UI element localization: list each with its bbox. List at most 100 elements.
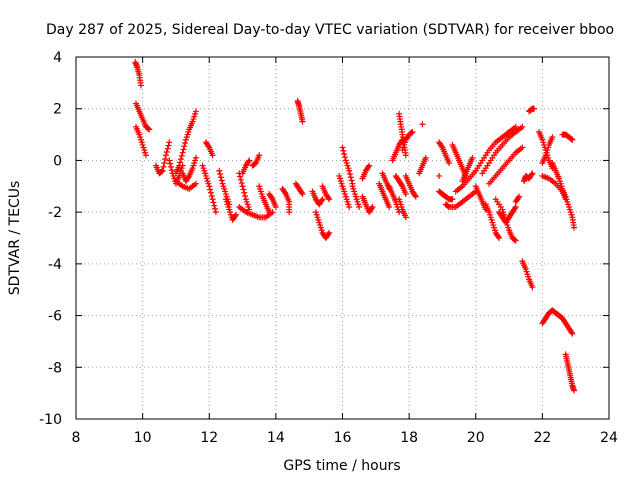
y-tick-label: -6: [48, 309, 62, 325]
data-point: [159, 167, 166, 174]
data-point: [166, 157, 173, 164]
data-point: [568, 329, 575, 336]
data-point: [496, 235, 503, 241]
data-point: [422, 154, 429, 161]
data-point: [207, 186, 214, 193]
data-point: [268, 194, 275, 201]
series-marks: [132, 59, 578, 394]
data-point: [398, 181, 405, 188]
data-point: [246, 157, 253, 164]
x-tick-label: 22: [533, 430, 551, 446]
y-tick-label: 0: [53, 153, 62, 169]
data-point: [137, 82, 144, 89]
data-point: [571, 224, 578, 231]
data-point: [402, 152, 409, 159]
data-point: [325, 194, 332, 201]
x-tick-label: 10: [134, 430, 152, 446]
x-tick-label: 8: [72, 430, 81, 446]
data-point: [398, 138, 405, 145]
data-point: [519, 144, 526, 151]
data-point: [181, 143, 188, 150]
data-point: [232, 211, 239, 218]
y-tick-label: 4: [53, 50, 62, 66]
data-point: [519, 123, 526, 130]
data-point: [212, 205, 219, 212]
data-point: [436, 172, 443, 179]
data-point: [319, 196, 326, 203]
y-tick-label: -2: [48, 205, 62, 221]
data-point: [402, 191, 409, 198]
data-point: [286, 209, 293, 216]
data-point: [325, 231, 332, 238]
plot-frame: [75, 56, 610, 420]
data-point: [528, 171, 535, 178]
data-point: [511, 236, 518, 243]
data-point: [238, 180, 245, 187]
data-point: [469, 154, 476, 161]
data-point: [512, 123, 519, 130]
data-point: [164, 145, 171, 152]
data-point: [266, 209, 273, 216]
data-point: [366, 162, 373, 169]
data-point: [237, 176, 244, 183]
y-axis-label: SDTVAR / TECUs: [7, 181, 23, 296]
data-point: [409, 128, 416, 135]
data-point: [529, 170, 536, 177]
data-point: [216, 167, 223, 174]
data-point: [446, 160, 453, 167]
data-point: [529, 284, 536, 291]
data-point: [419, 121, 426, 128]
data-point: [241, 189, 248, 196]
data-point: [205, 143, 212, 150]
data-point: [347, 174, 354, 181]
data-point: [511, 205, 518, 212]
data-point: [356, 203, 363, 210]
data-point: [341, 154, 348, 161]
data-point: [348, 177, 355, 184]
data-point: [272, 203, 279, 210]
data-point: [408, 129, 415, 136]
data-point: [346, 203, 353, 210]
data-point: [318, 197, 325, 204]
y-tick-label: -4: [48, 257, 62, 273]
data-point: [346, 167, 353, 174]
data-point: [299, 118, 306, 125]
data-point: [326, 229, 333, 236]
data-point: [396, 209, 403, 216]
y-tick-label: -10: [39, 412, 62, 428]
data-point: [180, 146, 187, 153]
data-point: [568, 136, 575, 143]
data-point: [206, 183, 213, 190]
data-point: [192, 108, 199, 115]
data-point: [162, 156, 169, 163]
data-point: [209, 152, 216, 159]
data-point: [218, 177, 225, 184]
data-point: [495, 233, 502, 240]
data-point: [162, 152, 169, 159]
x-tick-label: 24: [600, 430, 618, 446]
data-point: [240, 186, 247, 193]
x-axis-label: GPS time / hours: [283, 458, 400, 474]
data-point: [176, 162, 183, 169]
data-point: [402, 214, 409, 221]
data-point: [161, 160, 168, 167]
data-point: [237, 173, 244, 180]
x-tick-label: 14: [267, 430, 285, 446]
x-tick-label: 18: [400, 430, 418, 446]
data-point: [182, 139, 189, 146]
data-point: [282, 189, 289, 196]
data-point: [166, 139, 173, 146]
data-point: [232, 213, 239, 220]
data-point: [339, 144, 346, 151]
data-point: [207, 189, 214, 196]
data-point: [239, 183, 246, 190]
data-point: [365, 163, 372, 170]
data-point: [549, 134, 556, 141]
data-point: [411, 192, 418, 199]
y-tick-label: -8: [48, 360, 62, 376]
data-point: [299, 191, 306, 198]
data-point: [165, 142, 172, 149]
data-point: [512, 203, 519, 210]
data-point: [569, 330, 576, 337]
